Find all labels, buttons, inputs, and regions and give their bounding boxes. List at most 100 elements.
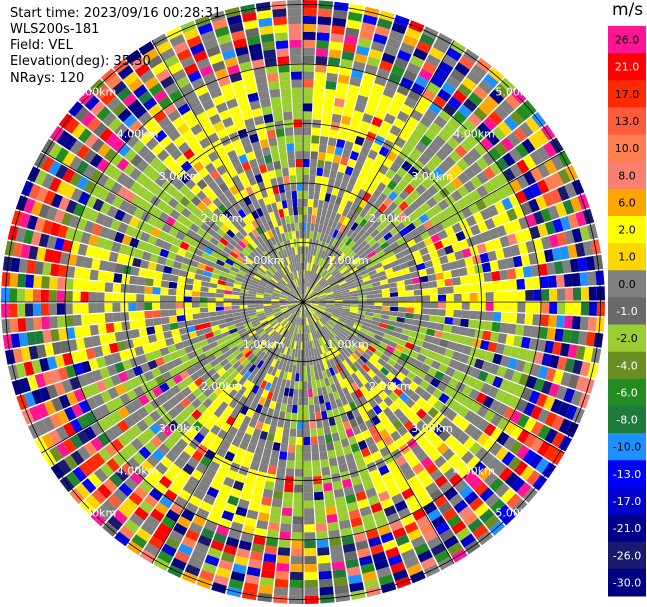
gate-cell	[234, 164, 245, 175]
gate-cell	[310, 280, 315, 289]
gate-cell	[255, 292, 265, 296]
gate-cell	[284, 275, 290, 283]
gate-cell	[325, 368, 332, 378]
gate-cell	[502, 152, 516, 167]
gate-cell	[97, 323, 107, 335]
gate-cell	[174, 391, 186, 402]
gate-cell	[291, 290, 298, 297]
gate-cell	[310, 428, 318, 437]
gate-cell	[208, 180, 219, 191]
gate-cell	[317, 266, 323, 275]
gate-cell	[257, 131, 268, 141]
gate-cell	[301, 294, 303, 302]
gate-cell	[265, 286, 274, 291]
gate-cell	[99, 202, 112, 215]
gate-cell	[388, 255, 398, 263]
gate-cell	[231, 139, 243, 150]
gate-cell	[342, 359, 350, 369]
gate-cell	[290, 255, 295, 264]
gate-cell	[303, 0, 318, 9]
gate-cell	[458, 55, 475, 70]
gate-cell	[438, 302, 447, 309]
gate-cell	[577, 193, 590, 210]
gate-cell	[365, 487, 378, 499]
gate-cell	[305, 309, 308, 318]
gate-cell	[435, 272, 445, 281]
gate-cell	[330, 400, 338, 410]
gate-cell	[161, 192, 173, 204]
gate-cell	[246, 151, 256, 161]
gate-cell	[375, 422, 386, 433]
gate-cell	[272, 185, 280, 195]
gate-cell	[280, 378, 287, 388]
gate-cell	[378, 275, 388, 281]
gate-cell	[349, 290, 358, 295]
gate-cell	[267, 282, 276, 288]
gate-cell	[260, 98, 271, 108]
gate-cell	[1, 303, 10, 318]
gate-cell	[242, 415, 252, 426]
gate-cell	[129, 275, 138, 285]
gate-cell	[587, 223, 599, 240]
gate-cell	[361, 113, 374, 124]
gate-cell	[117, 406, 130, 419]
gate-cell	[99, 366, 111, 379]
gate-cell	[419, 134, 433, 147]
gate-cell	[285, 379, 291, 389]
gate-cell	[203, 246, 214, 256]
gate-cell	[368, 205, 378, 216]
gate-cell	[65, 364, 77, 379]
gate-cell	[533, 210, 545, 225]
gate-cell	[338, 463, 349, 473]
gate-cell	[281, 435, 289, 445]
gate-cell	[557, 168, 571, 185]
gate-cell	[287, 331, 292, 340]
gate-cell	[477, 349, 488, 360]
gate-cell	[213, 350, 223, 359]
gate-cell	[234, 318, 243, 325]
gate-cell	[506, 381, 519, 395]
gate-cell	[142, 48, 159, 63]
gate-cell	[196, 179, 208, 190]
gate-cell	[520, 465, 535, 481]
gate-cell	[224, 219, 234, 229]
gate-cell	[137, 354, 148, 365]
gate-cell	[210, 505, 224, 518]
gate-cell	[78, 400, 91, 414]
gate-cell	[316, 232, 322, 241]
gate-cell	[343, 271, 351, 278]
gate-cell	[180, 20, 197, 34]
gate-cell	[150, 508, 165, 522]
gate-cell	[289, 39, 302, 48]
gate-cell	[159, 302, 169, 310]
gate-cell	[276, 563, 290, 572]
gate-cell	[323, 325, 330, 333]
gate-cell	[149, 341, 160, 352]
gate-cell	[311, 314, 317, 322]
gate-cell	[220, 250, 230, 259]
gate-cell	[304, 524, 316, 533]
gate-cell	[549, 188, 563, 204]
gate-cell	[340, 244, 348, 253]
colorbar-swatch	[608, 270, 646, 298]
gate-cell	[61, 379, 73, 394]
gate-cell	[243, 398, 253, 409]
gate-cell	[330, 465, 340, 475]
gate-cell	[401, 328, 411, 336]
gate-cell	[355, 491, 367, 502]
gate-cell	[424, 334, 434, 344]
gate-cell	[430, 154, 443, 167]
gate-cell	[278, 270, 285, 278]
gate-cell	[306, 333, 310, 342]
gate-cell	[28, 245, 39, 260]
gate-cell	[286, 265, 292, 273]
gate-cell	[362, 480, 375, 491]
gate-cell	[357, 498, 370, 509]
gate-cell	[272, 292, 281, 296]
gate-cell	[266, 162, 275, 172]
gate-cell	[180, 263, 190, 272]
gate-cell	[291, 190, 298, 200]
gate-cell	[403, 206, 414, 217]
gate-cell	[313, 364, 318, 373]
gate-cell	[389, 241, 400, 250]
